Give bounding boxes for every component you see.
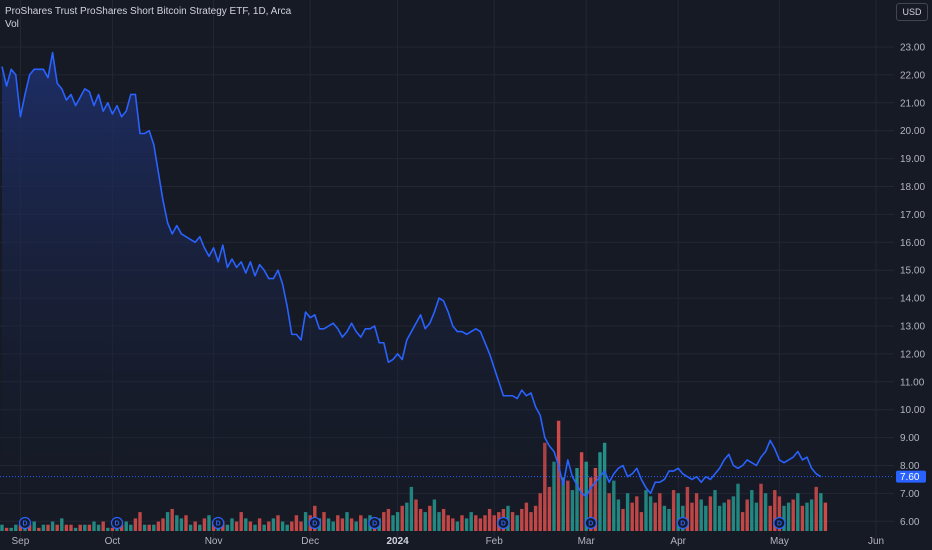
dividend-marker[interactable]: D [18, 516, 32, 530]
line-layer [1, 51, 822, 497]
y-tick-label: 15.00 [900, 266, 925, 277]
last-price-badge [896, 470, 926, 483]
dividend-badge-label: D [680, 521, 685, 528]
dividend-badge-label: D [312, 521, 317, 528]
dividend-badge-label: D [114, 521, 119, 528]
dividend-marker[interactable]: D [212, 516, 225, 530]
dividend-badge-label: D [372, 521, 377, 528]
y-tick-label: 10.00 [900, 405, 925, 416]
x-tick-label: Feb [486, 536, 504, 547]
last-price-label: 7.60 [900, 472, 920, 483]
dividend-badge-circle [584, 516, 597, 530]
dividend-marker[interactable]: D [368, 516, 381, 530]
chart-title: ProShares Trust ProShares Short Bitcoin … [5, 6, 292, 17]
time-axis[interactable]: Sep Oct Nov Dec 2024 Feb Mar Apr May Jun [12, 536, 885, 547]
y-tick-label: 19.00 [900, 154, 925, 165]
y-tick-label: 16.00 [900, 238, 925, 249]
y-tick-label: 14.00 [900, 294, 925, 305]
y-tick-label: 18.00 [900, 182, 925, 193]
dividend-marker[interactable]: D [110, 516, 124, 530]
price-line[interactable] [1, 51, 822, 497]
x-tick-label: Dec [301, 536, 319, 547]
dividend-badge-label: D [777, 521, 782, 528]
dividend-marker[interactable]: D [308, 516, 321, 530]
dividend-marker[interactable]: D [773, 516, 786, 530]
y-tick-label: 8.00 [900, 461, 920, 472]
x-tick-label: Apr [670, 536, 686, 547]
dividend-badge-circle [773, 516, 786, 530]
dividend-badge-circle [212, 516, 225, 530]
price-axis[interactable]: 23.00 22.00 21.00 20.00 19.00 18.00 17.00 16.00… [900, 43, 925, 528]
dividend-badge-label: D [588, 521, 593, 528]
dividend-badge-circle [497, 516, 510, 530]
dividend-badge-label: D [216, 521, 221, 528]
x-tick-label: Jun [868, 536, 884, 547]
x-tick-label: Oct [105, 536, 121, 547]
volume-bar [823, 502, 828, 531]
dividend-marker[interactable]: D [676, 516, 689, 530]
y-tick-label: 21.00 [900, 98, 925, 109]
x-tick-label: Sep [12, 536, 30, 547]
currency-button[interactable]: USD [896, 3, 928, 21]
volume-legend-label: Vol [5, 19, 19, 30]
dividend-badge-label: D [501, 521, 506, 528]
dividend-badge-circle [18, 516, 32, 530]
y-tick-label: 6.00 [900, 517, 920, 528]
dividend-badge-circle [676, 516, 689, 530]
y-tick-label: 12.00 [900, 349, 925, 360]
x-tick-label: 2024 [386, 536, 409, 547]
dividend-badge-circle [368, 516, 381, 530]
y-tick-label: 7.00 [900, 489, 920, 500]
y-tick-label: 13.00 [900, 322, 925, 333]
y-tick-label: 11.00 [900, 377, 925, 388]
x-tick-label: May [770, 536, 789, 547]
y-tick-label: 17.00 [900, 210, 925, 221]
y-tick-label: 22.00 [900, 70, 925, 81]
price-area-fill [2, 52, 821, 532]
y-tick-label: 20.00 [900, 126, 925, 137]
volume-bar [579, 452, 584, 531]
dividend-badge-circle [110, 516, 124, 530]
dividend-marker[interactable]: D [497, 516, 510, 530]
last-price-layer: 7.60 [0, 470, 926, 483]
dividend-badge-label: D [22, 521, 27, 528]
dividend-marker[interactable]: D [584, 516, 597, 530]
y-tick-label: 9.00 [900, 433, 920, 444]
y-tick-label: 23.00 [900, 43, 925, 54]
dividend-badge-circle [308, 516, 321, 530]
x-tick-label: Mar [578, 536, 596, 547]
area-layer [2, 52, 821, 532]
x-tick-label: Nov [205, 536, 223, 547]
